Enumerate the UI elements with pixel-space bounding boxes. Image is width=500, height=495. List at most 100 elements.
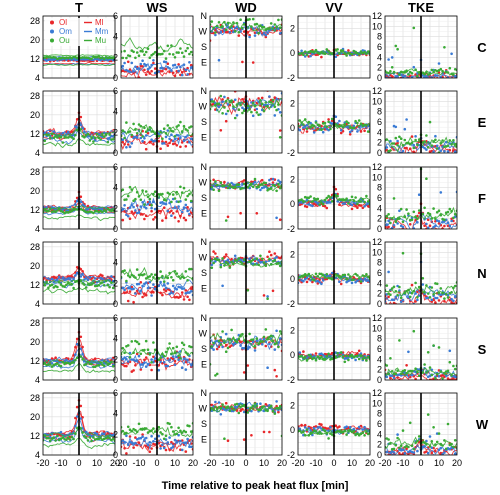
obs-point-ol: [128, 290, 132, 293]
obs-point-ol: [359, 204, 363, 207]
obs-point-ol: [184, 289, 188, 292]
obs-point-ou: [407, 445, 410, 449]
y-tick-label: S: [201, 42, 207, 52]
obs-point-ou: [266, 189, 269, 192]
obs-point-om: [184, 441, 188, 445]
obs-point-ou: [394, 443, 398, 447]
obs-point-om: [139, 289, 143, 293]
obs-point-ol: [137, 76, 141, 78]
obs-point-ou: [434, 443, 437, 446]
obs-point-ol: [422, 78, 425, 81]
obs-point-ou: [237, 183, 241, 186]
obs-point-ou: [171, 278, 175, 282]
obs-point-ou: [298, 429, 302, 433]
panel-vv-f: -202: [287, 166, 371, 234]
obs-point-ou: [321, 202, 325, 206]
obs-point-om: [314, 200, 318, 204]
obs-point-om: [157, 284, 161, 288]
x-tick-label: 0: [154, 458, 159, 468]
obs-point-ol: [427, 307, 430, 310]
obs-point-ou: [273, 184, 277, 187]
obs-point-ou: [390, 66, 394, 69]
obs-point-ou: [320, 355, 323, 359]
obs-point-ou: [159, 356, 162, 360]
obs-point-ou: [79, 279, 83, 283]
obs-point-ou: [132, 351, 135, 355]
obs-point-ou: [43, 283, 47, 287]
obs-point-om: [74, 203, 77, 206]
obs-point-om: [257, 258, 260, 262]
obs-point-ou: [320, 128, 323, 131]
obs-point-ou: [141, 50, 144, 53]
obs-point-om: [387, 58, 390, 61]
obs-point-ou: [226, 405, 230, 409]
obs-point-ol: [226, 439, 230, 443]
y-tick-label: 20: [30, 186, 40, 196]
y-tick-label: 12: [30, 356, 40, 366]
obs-point-om: [405, 229, 408, 232]
obs-point-ou: [161, 52, 164, 56]
obs-point-om: [444, 218, 448, 222]
obs-point-ou: [439, 442, 443, 446]
obs-point-ol: [273, 252, 277, 255]
obs-point-ou: [414, 68, 417, 71]
obs-point-ou: [143, 53, 146, 56]
obs-point-om: [219, 30, 223, 33]
obs-point-om: [248, 257, 251, 261]
obs-point-ol: [144, 356, 148, 359]
obs-point-ou: [153, 430, 157, 433]
obs-point-ou: [104, 132, 108, 136]
obs-point-ol: [223, 255, 226, 259]
obs-point-ol: [144, 214, 148, 218]
obs-point-ol: [146, 70, 150, 73]
obs-point-ol: [188, 298, 191, 302]
obs-point-ol: [320, 55, 323, 59]
obs-point-ou: [343, 123, 347, 126]
obs-point-ol: [144, 147, 148, 151]
obs-point-ou: [450, 209, 453, 213]
y-tick-label: 4: [35, 375, 40, 385]
obs-point-ou: [452, 139, 455, 142]
obs-point-ou: [212, 188, 215, 191]
obs-point-ou: [128, 356, 132, 359]
obs-point-ou: [269, 404, 273, 408]
obs-point-om: [248, 35, 251, 39]
y-tick-label: 4: [377, 429, 382, 439]
obs-point-ou: [175, 190, 179, 194]
obs-point-ou: [278, 264, 282, 268]
panel-frame: [384, 392, 458, 456]
y-tick-label: 4: [113, 183, 118, 193]
obs-point-ou: [302, 200, 305, 204]
obs-point-ol: [150, 69, 153, 73]
obs-point-ou: [278, 186, 282, 190]
plot-area: [43, 399, 115, 450]
obs-point-om: [79, 200, 83, 204]
obs-point-ou: [423, 72, 426, 76]
y-tick-label: 4: [113, 258, 118, 268]
obs-point-om: [273, 348, 277, 351]
obs-point-om: [188, 445, 191, 449]
obs-point-ou: [175, 125, 179, 128]
obs-point-ol: [189, 63, 193, 67]
obs-point-ol: [230, 257, 233, 261]
obs-point-ou: [250, 406, 253, 409]
obs-point-ou: [153, 50, 157, 54]
obs-point-om: [164, 202, 168, 206]
obs-point-ou: [171, 346, 175, 350]
obs-point-ou: [180, 341, 184, 345]
obs-point-om: [278, 180, 282, 184]
obs-point-ou: [79, 355, 83, 358]
obs-point-ou: [387, 372, 390, 376]
y-tick-label: 6: [377, 419, 382, 429]
obs-point-ou: [398, 73, 401, 76]
panel-frame: [120, 392, 194, 456]
obs-point-ol: [339, 131, 343, 135]
obs-point-ol: [327, 118, 330, 121]
obs-point-ol: [144, 73, 148, 76]
obs-point-ou: [416, 143, 419, 147]
